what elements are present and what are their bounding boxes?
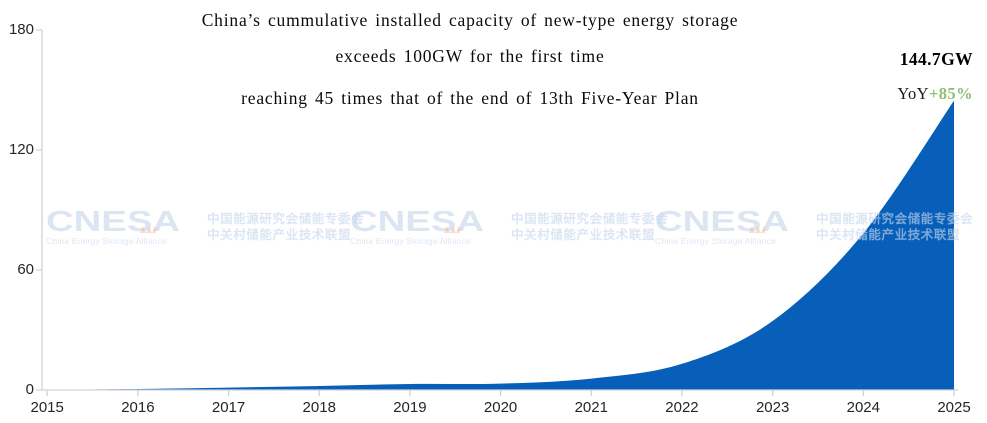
x-axis-label: 2016 [121,399,155,416]
x-axis-label: 2023 [755,399,790,416]
title-line-2: exceeds 100GW for the first time [335,46,605,66]
x-axis-label: 2024 [846,399,880,416]
capacity-area-series [47,100,954,390]
x-axis-label: 2022 [665,399,699,416]
y-axis-label: 180 [8,21,34,38]
x-axis-label: 2018 [302,399,336,416]
value-annotation: 144.7GW YoY+85% [897,49,973,104]
axis-ticks [36,29,955,396]
x-axis-label: 2020 [483,399,518,416]
y-axis-label: 60 [17,261,34,278]
title-line-1: China’s cummulative installed capacity o… [201,10,739,30]
title-line-3: reaching 45 times that of the end of 13t… [241,88,699,108]
yoy-label: YoY [897,84,929,103]
x-axis-label: 2021 [574,399,608,416]
yoy-value: +85% [928,84,973,103]
x-axis-label: 2015 [30,399,64,416]
x-axis-label: 2017 [211,399,246,416]
capacity-value-label: 144.7GW [899,49,973,69]
yoy-annotation: YoY+85% [897,84,973,104]
y-axis-label: 0 [25,381,34,398]
y-axis-label: 120 [8,141,34,158]
x-axis-label: 2025 [937,399,971,416]
x-axis-label: 2019 [393,399,427,416]
